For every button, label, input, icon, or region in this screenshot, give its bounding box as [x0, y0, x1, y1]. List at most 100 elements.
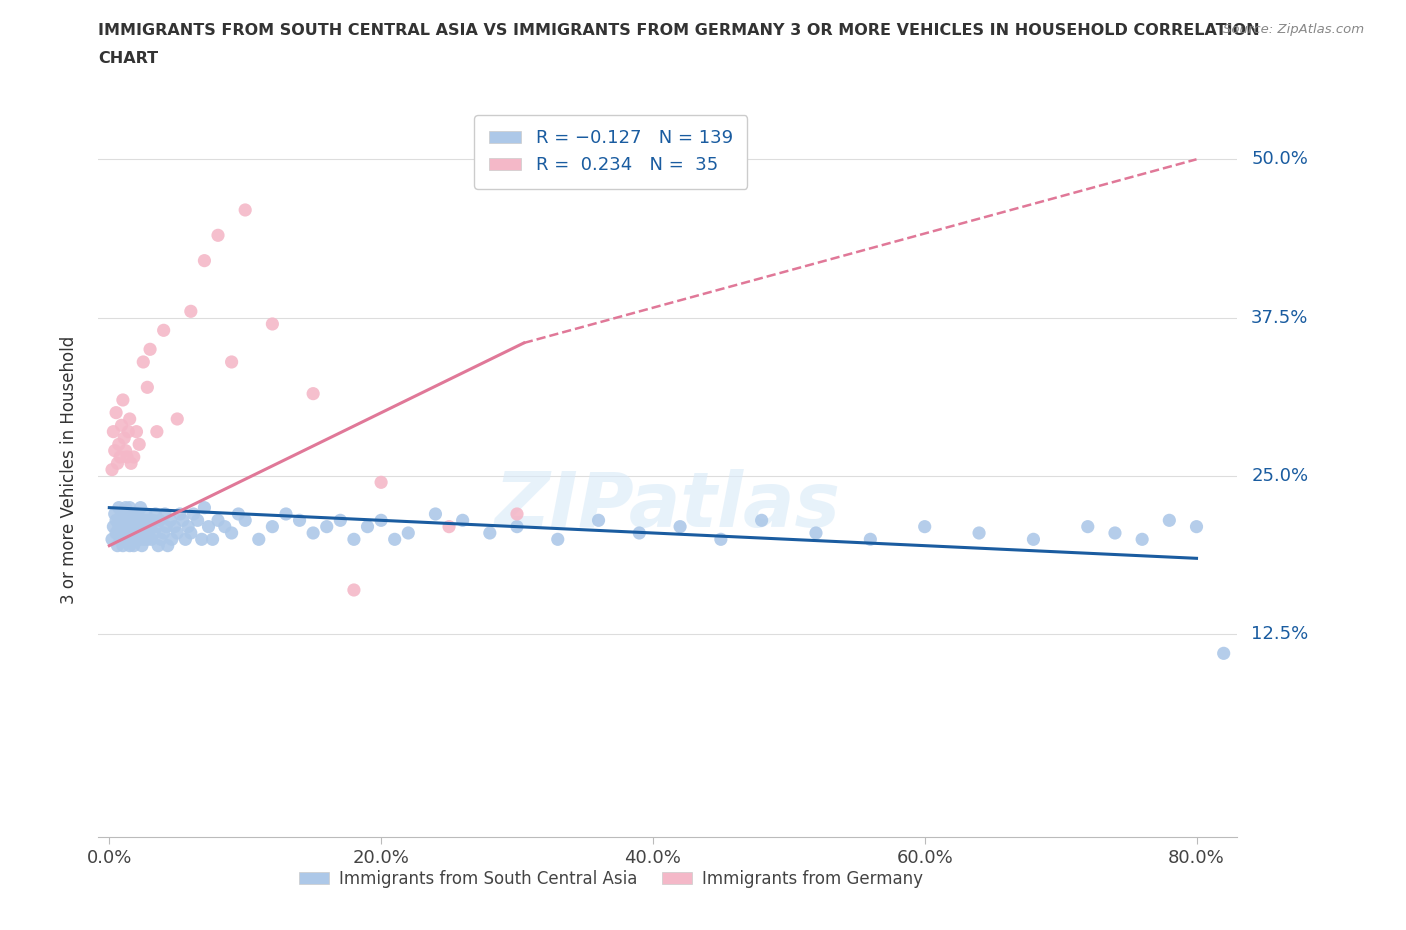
Point [104, 507, 127, 522]
Point [1375, 640, 1398, 655]
Point [136, 512, 159, 527]
Point [247, 532, 270, 547]
Point [112, 512, 135, 527]
Point [128, 512, 150, 527]
Point [111, 538, 134, 553]
Point [105, 512, 128, 527]
Point [105, 405, 128, 420]
Point [1294, 658, 1316, 673]
Point [156, 538, 179, 553]
Point [134, 525, 156, 540]
Point [751, 512, 773, 527]
Point [117, 507, 139, 522]
Point [107, 437, 129, 452]
Point [118, 500, 141, 515]
Point [148, 512, 170, 527]
Point [506, 507, 529, 522]
Point [1077, 519, 1099, 534]
Point [111, 392, 134, 407]
Point [152, 323, 174, 338]
Point [108, 512, 131, 527]
Point [163, 519, 186, 534]
Point [141, 532, 163, 547]
Point [315, 519, 337, 534]
Point [384, 532, 406, 547]
Point [233, 512, 256, 527]
Legend: Immigrants from South Central Asia, Immigrants from Germany: Immigrants from South Central Asia, Immi… [292, 863, 929, 895]
Point [121, 507, 143, 522]
Point [122, 449, 145, 464]
Point [228, 507, 250, 522]
Point [1130, 532, 1153, 547]
Point [190, 532, 212, 547]
Point [101, 532, 124, 547]
Text: 12.5%: 12.5% [1251, 625, 1309, 644]
Point [145, 507, 167, 522]
Point [142, 512, 165, 527]
Point [120, 512, 142, 527]
Point [207, 512, 229, 527]
Point [125, 519, 148, 534]
Point [132, 512, 155, 527]
Point [197, 519, 219, 534]
Point [804, 525, 827, 540]
Point [117, 424, 139, 439]
Point [343, 532, 366, 547]
Point [967, 525, 990, 540]
Point [132, 354, 155, 369]
Text: 25.0%: 25.0% [1251, 467, 1309, 485]
Point [129, 519, 152, 534]
Point [169, 507, 191, 522]
Point [139, 519, 162, 534]
Point [370, 512, 392, 527]
Point [1104, 525, 1126, 540]
Point [127, 507, 149, 522]
Point [396, 525, 419, 540]
Point [120, 532, 142, 547]
Point [1348, 652, 1371, 667]
Point [134, 519, 156, 534]
Point [262, 316, 284, 331]
Point [588, 512, 610, 527]
Point [437, 519, 460, 534]
Point [118, 538, 141, 553]
Point [166, 525, 188, 540]
Point [115, 449, 138, 464]
Point [107, 456, 129, 471]
Point [193, 253, 215, 268]
Point [132, 532, 155, 547]
Point [149, 532, 172, 547]
Point [628, 525, 651, 540]
Point [152, 525, 174, 540]
Point [108, 449, 131, 464]
Point [506, 519, 529, 534]
Point [110, 525, 132, 540]
Point [139, 342, 162, 357]
Point [143, 525, 166, 540]
Point [274, 507, 297, 522]
Point [118, 412, 141, 427]
Text: CHART: CHART [98, 51, 159, 66]
Point [859, 532, 882, 547]
Point [262, 519, 284, 534]
Point [110, 418, 132, 432]
Point [1267, 671, 1289, 686]
Point [451, 512, 474, 527]
Point [1159, 512, 1181, 527]
Point [104, 444, 127, 458]
Point [103, 424, 125, 439]
Point [114, 519, 136, 534]
Point [155, 519, 177, 534]
Text: IMMIGRANTS FROM SOUTH CENTRAL ASIA VS IMMIGRANTS FROM GERMANY 3 OR MORE VEHICLES: IMMIGRANTS FROM SOUTH CENTRAL ASIA VS IM… [98, 23, 1260, 38]
Point [221, 525, 243, 540]
Point [478, 525, 501, 540]
Point [136, 532, 159, 547]
Point [114, 532, 136, 547]
Point [329, 512, 352, 527]
Point [183, 507, 205, 522]
Point [288, 512, 311, 527]
Point [914, 519, 936, 534]
Point [108, 532, 131, 547]
Point [117, 525, 139, 540]
Point [180, 525, 202, 540]
